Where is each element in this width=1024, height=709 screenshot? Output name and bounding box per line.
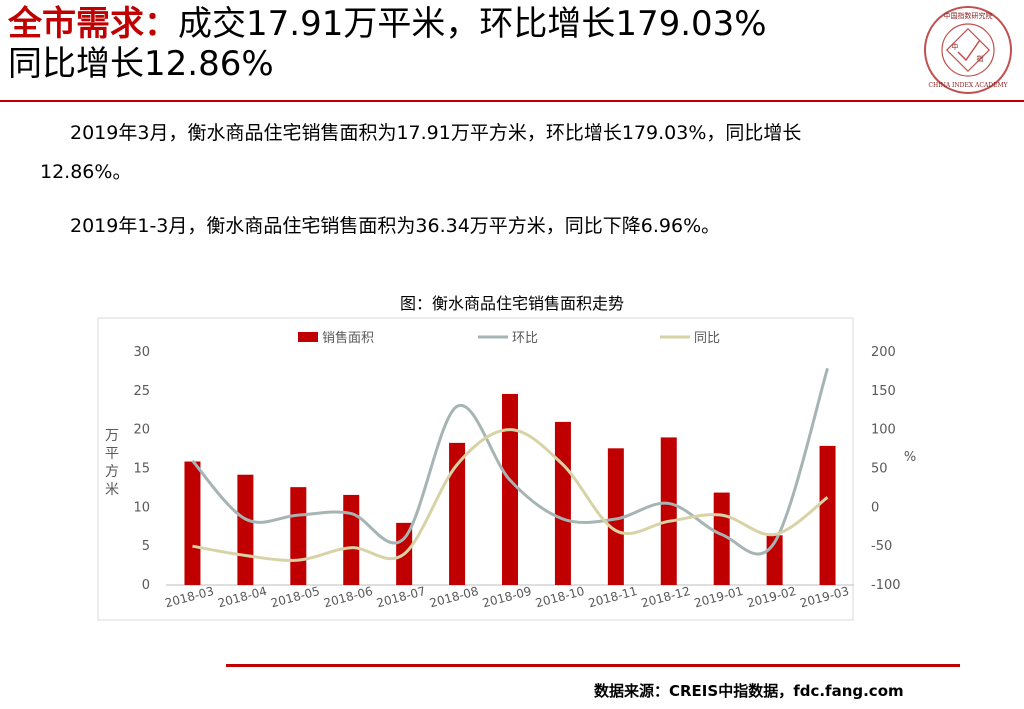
x-tick-label: 2018-05 xyxy=(269,584,321,611)
x-tick-label: 2018-03 xyxy=(163,584,215,611)
legend-label: 环比 xyxy=(512,331,538,346)
y2-tick-label: 150 xyxy=(871,384,896,399)
chart-frame xyxy=(97,317,854,621)
legend-label: 销售面积 xyxy=(322,330,374,346)
x-tick-label: 2018-06 xyxy=(322,584,374,611)
logo-center-right: 指 xyxy=(977,54,984,63)
chart-title: 图：衡水商品住宅销售面积走势 xyxy=(399,294,624,313)
line-yoy-series xyxy=(192,428,829,562)
title-line1: 成交17.91万平米，环比增长179.03% xyxy=(178,4,767,44)
data-source: 数据来源：CREIS中指数据，fdc.fang.com xyxy=(594,682,904,700)
paragraph-2: 2019年1-3月，衡水商品住宅销售面积为36.34万平方米，同比下降6.96%… xyxy=(70,215,721,237)
x-tick-label: 2018-11 xyxy=(587,584,639,611)
bar-sales-area xyxy=(502,393,518,585)
logo-center-left: 中 xyxy=(952,42,959,51)
y2-tick-label: 50 xyxy=(871,462,888,477)
y-axis-label-char: 米 xyxy=(105,482,119,498)
logo-bottom-text: CHINA INDEX ACADEMY xyxy=(928,82,1008,89)
x-tick-label: 2019-03 xyxy=(798,584,850,611)
y-axis-label-char: 万 xyxy=(105,428,119,444)
page-title: 全市需求：成交17.91万平米，环比增长179.03% 同比增长12.86% xyxy=(8,4,908,84)
bar-sales-area xyxy=(237,474,254,585)
y2-tick-label: 200 xyxy=(871,345,896,360)
y-tick-label: 30 xyxy=(133,345,150,360)
y2-tick-label: 100 xyxy=(871,423,896,438)
logo-top-text: 中国指数研究院 xyxy=(944,11,993,20)
line-mom-series xyxy=(191,367,829,556)
y2-tick-label: -50 xyxy=(871,539,892,554)
paragraph-1-line-2: 12.86%。 xyxy=(40,161,132,183)
legend-label: 同比 xyxy=(694,331,720,346)
y-tick-label: 5 xyxy=(142,539,150,554)
bar-sales-area xyxy=(343,494,360,585)
title-line2: 同比增长12.86% xyxy=(8,44,274,84)
header-divider xyxy=(0,100,1024,102)
china-index-academy-logo: 中国指数研究院 中 指 CHINA INDEX ACADEMY xyxy=(924,6,1012,94)
x-tick-label: 2018-08 xyxy=(428,584,480,611)
y2-tick-label: 0 xyxy=(871,500,879,515)
title-highlight: 全市需求： xyxy=(8,4,178,44)
bar-sales-area xyxy=(819,445,836,585)
x-tick-label: 2018-10 xyxy=(534,584,586,611)
y2-axis-label: % xyxy=(904,450,916,465)
bar-sales-area xyxy=(660,437,677,585)
y-tick-label: 0 xyxy=(142,578,150,593)
legend-swatch-sales-area xyxy=(298,332,318,342)
paragraph-1-line-1: 2019年3月，衡水商品住宅销售面积为17.91万平方米，环比增长179.03%… xyxy=(70,122,802,144)
y2-tick-label: -100 xyxy=(871,578,901,593)
footer-divider xyxy=(226,664,960,667)
x-tick-label: 2018-12 xyxy=(640,584,692,611)
y-axis-label-char: 平 xyxy=(105,446,119,462)
x-tick-label: 2018-04 xyxy=(216,584,268,611)
bar-sales-area xyxy=(554,421,571,585)
y-tick-label: 10 xyxy=(133,500,150,515)
y-tick-label: 15 xyxy=(133,462,150,477)
bar-sales-area xyxy=(449,442,466,585)
x-tick-label: 2019-02 xyxy=(746,584,798,611)
x-tick-label: 2018-09 xyxy=(481,584,533,611)
x-tick-label: 2019-01 xyxy=(693,584,745,611)
bar-sales-area xyxy=(290,487,307,585)
bar-sales-area xyxy=(184,461,201,585)
y-tick-label: 20 xyxy=(133,423,150,438)
bar-sales-area xyxy=(607,448,624,585)
y-tick-label: 25 xyxy=(133,384,150,399)
y-axis-label-char: 方 xyxy=(105,464,119,480)
x-tick-label: 2018-07 xyxy=(375,584,427,611)
